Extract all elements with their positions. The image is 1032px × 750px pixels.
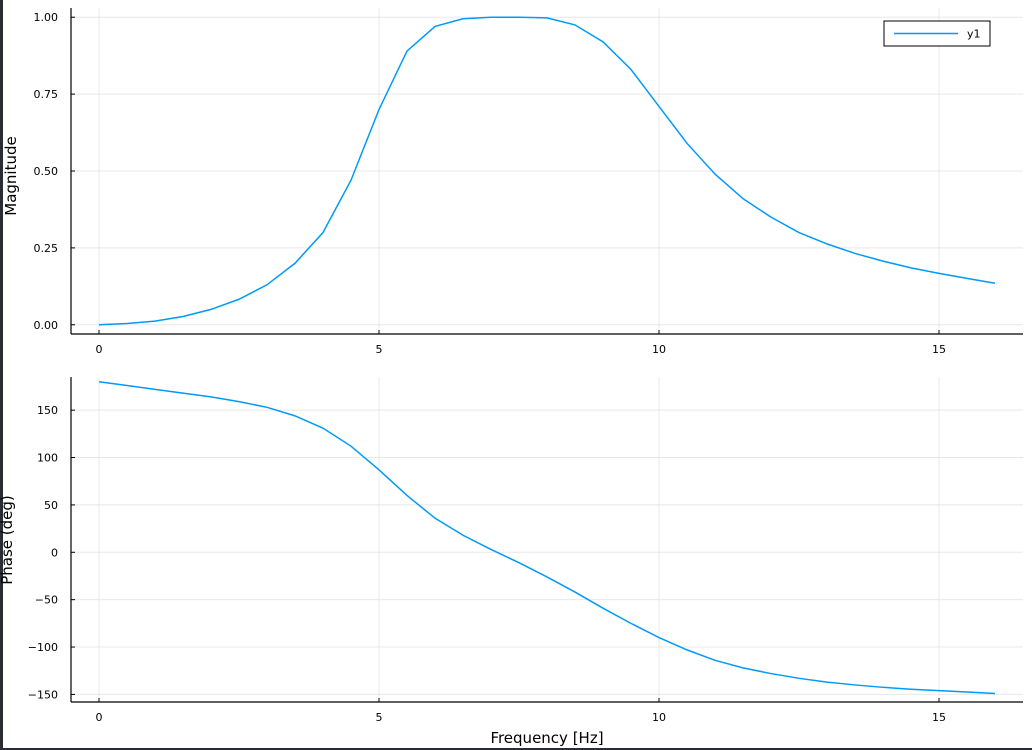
window-edge-left: [0, 0, 3, 750]
phase-x-tick-label: 10: [652, 711, 666, 724]
magnitude-x-tick-label: 0: [96, 343, 103, 356]
magnitude-axis-label: Magnitude: [2, 136, 20, 215]
phase-y-tick-label: 150: [37, 404, 58, 417]
phase-y-tick-label: 100: [37, 452, 58, 465]
magnitude-y-tick-label: 1.00: [34, 11, 59, 24]
phase-y-tick-label: −100: [28, 641, 58, 654]
magnitude-series-line: [98, 16, 996, 326]
phase-x-tick-label: 5: [376, 711, 383, 724]
phase-ticks: 0 5 10 15 −150 −100 −50 0 50 100 150: [28, 404, 946, 724]
phase-x-tick-label: 15: [932, 711, 946, 724]
frequency-axis-label: Frequency [Hz]: [490, 729, 603, 747]
phase-plot: 0 5 10 15 −150 −100 −50 0 50 100 150 Phase (deg) F…: [0, 377, 1023, 747]
legend-entry-y1: y1: [967, 28, 981, 41]
legend: y1: [883, 20, 991, 47]
magnitude-y-tick-label: 0.50: [34, 165, 59, 178]
phase-y-tick-label: −50: [35, 594, 58, 607]
phase-series-line: [98, 380, 996, 695]
phase-grid: [71, 377, 1023, 702]
phase-series: [98, 380, 996, 695]
magnitude-series: [98, 16, 996, 326]
phase-x-tick-label: 0: [96, 711, 103, 724]
magnitude-y-tick-label: 0.00: [34, 319, 59, 332]
phase-axis-label: Phase (deg): [0, 495, 16, 585]
phase-axes: [70, 377, 1023, 703]
magnitude-x-tick-label: 5: [376, 343, 383, 356]
phase-y-tick-label: 50: [44, 499, 58, 512]
magnitude-x-tick-label: 10: [652, 343, 666, 356]
magnitude-y-tick-label: 0.75: [34, 88, 59, 101]
magnitude-ticks: 0 5 10 15 0.00 0.25 0.50 0.75 1.00: [34, 11, 947, 356]
phase-y-tick-label: 0: [51, 546, 58, 559]
magnitude-plot: 0 5 10 15 0.00 0.25 0.50 0.75 1.00 Magnitude y1: [2, 8, 1023, 356]
phase-y-tick-label: −150: [28, 688, 58, 701]
magnitude-x-tick-label: 15: [932, 343, 946, 356]
magnitude-grid: [71, 8, 1023, 334]
window-edge-bottom: [0, 748, 1032, 750]
magnitude-y-tick-label: 0.25: [34, 242, 59, 255]
